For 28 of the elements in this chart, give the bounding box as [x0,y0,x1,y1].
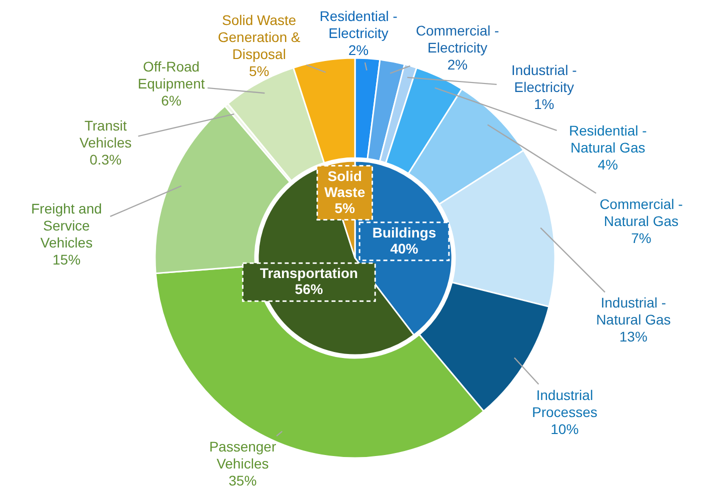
slice-label: Freight and Service Vehicles [31,200,102,251]
slice-label: Transportation [260,265,358,282]
data-label: 10% [550,420,579,437]
data-label: 2% [348,42,369,58]
data-label: 4% [598,156,618,172]
data-label: 6% [161,92,182,109]
data-label: 2% [447,56,468,72]
data-label: 35% [228,472,257,489]
slice-label: Commercial - Electricity [416,22,500,56]
slice-label: Off-Road Equipment [138,58,205,92]
slice-label: Solid Waste Generation & Disposal [218,12,302,62]
slice-label: Commercial - Natural Gas [600,196,684,229]
data-label: 7% [631,230,652,246]
slice-label: Industrial Processes [532,386,598,420]
slice-label: Industrial - Electricity [511,62,578,96]
data-label: 15% [52,252,81,268]
slice-label: Passenger Vehicles [209,438,276,472]
data-label: 1% [534,96,554,112]
data-label: 5% [248,63,270,80]
data-label: 13% [619,328,648,345]
data-label: 40% [390,240,419,256]
data-label: 0.3% [90,152,122,168]
slice-label: Buildings [372,224,436,240]
slice-label: Industrial - Natural Gas [596,294,671,328]
slice-label: Residential - Electricity [320,8,398,42]
slice-label: Residential - Natural Gas [568,122,648,156]
slice-label: Transit Vehicles [80,118,132,151]
data-label: 56% [294,281,324,298]
